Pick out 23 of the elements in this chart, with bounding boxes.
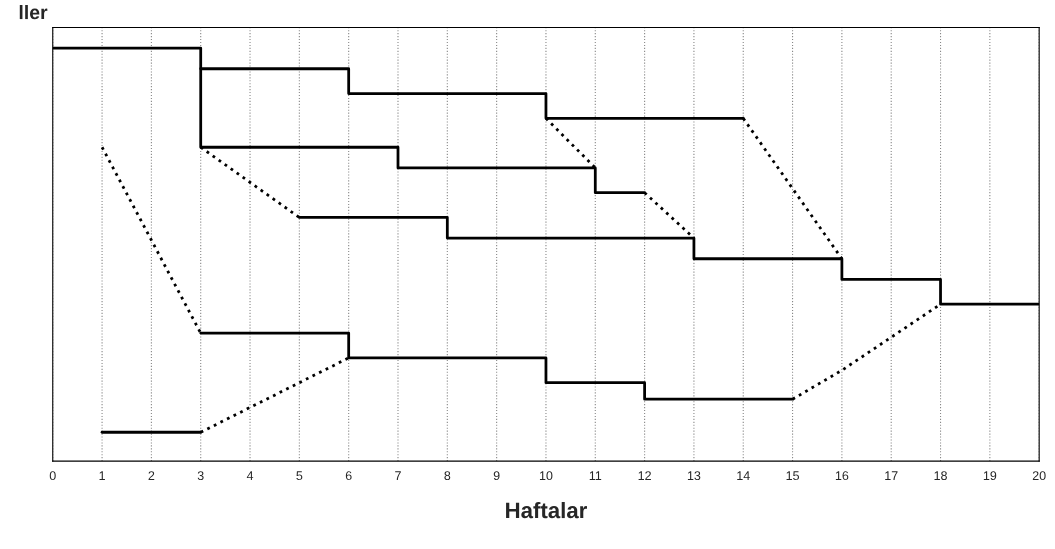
x-tick-label: 4 <box>246 471 254 480</box>
x-tick-label: 19 <box>983 471 997 481</box>
x-tick-label: 8 <box>444 471 451 481</box>
x-tick-label: 0 <box>49 471 56 481</box>
x-tick-label: 1 <box>99 471 105 480</box>
x-tick-label: 12 <box>638 471 651 480</box>
x-tick-label: 5 <box>296 471 303 481</box>
x-tick-label: 16 <box>835 471 849 481</box>
x-tick-label: 2 <box>148 471 155 480</box>
x-tick-label: 20 <box>1032 471 1046 481</box>
x-tick-label: 9 <box>493 471 500 481</box>
x-tick-label: 13 <box>687 471 701 481</box>
x-tick-label: 17 <box>885 471 898 480</box>
y-axis-title: ller <box>19 4 48 20</box>
x-tick-label: 14 <box>737 471 750 480</box>
x-tick-label: 15 <box>786 471 799 481</box>
x-axis-title: Haftalar <box>506 501 587 519</box>
x-tick-label: 3 <box>197 471 204 481</box>
x-tick-label: 18 <box>934 471 947 481</box>
x-tick-label: 11 <box>589 471 602 480</box>
x-tick-label: 7 <box>395 471 401 480</box>
x-tick-label: 10 <box>539 471 553 481</box>
x-tick-label: 6 <box>345 471 352 481</box>
